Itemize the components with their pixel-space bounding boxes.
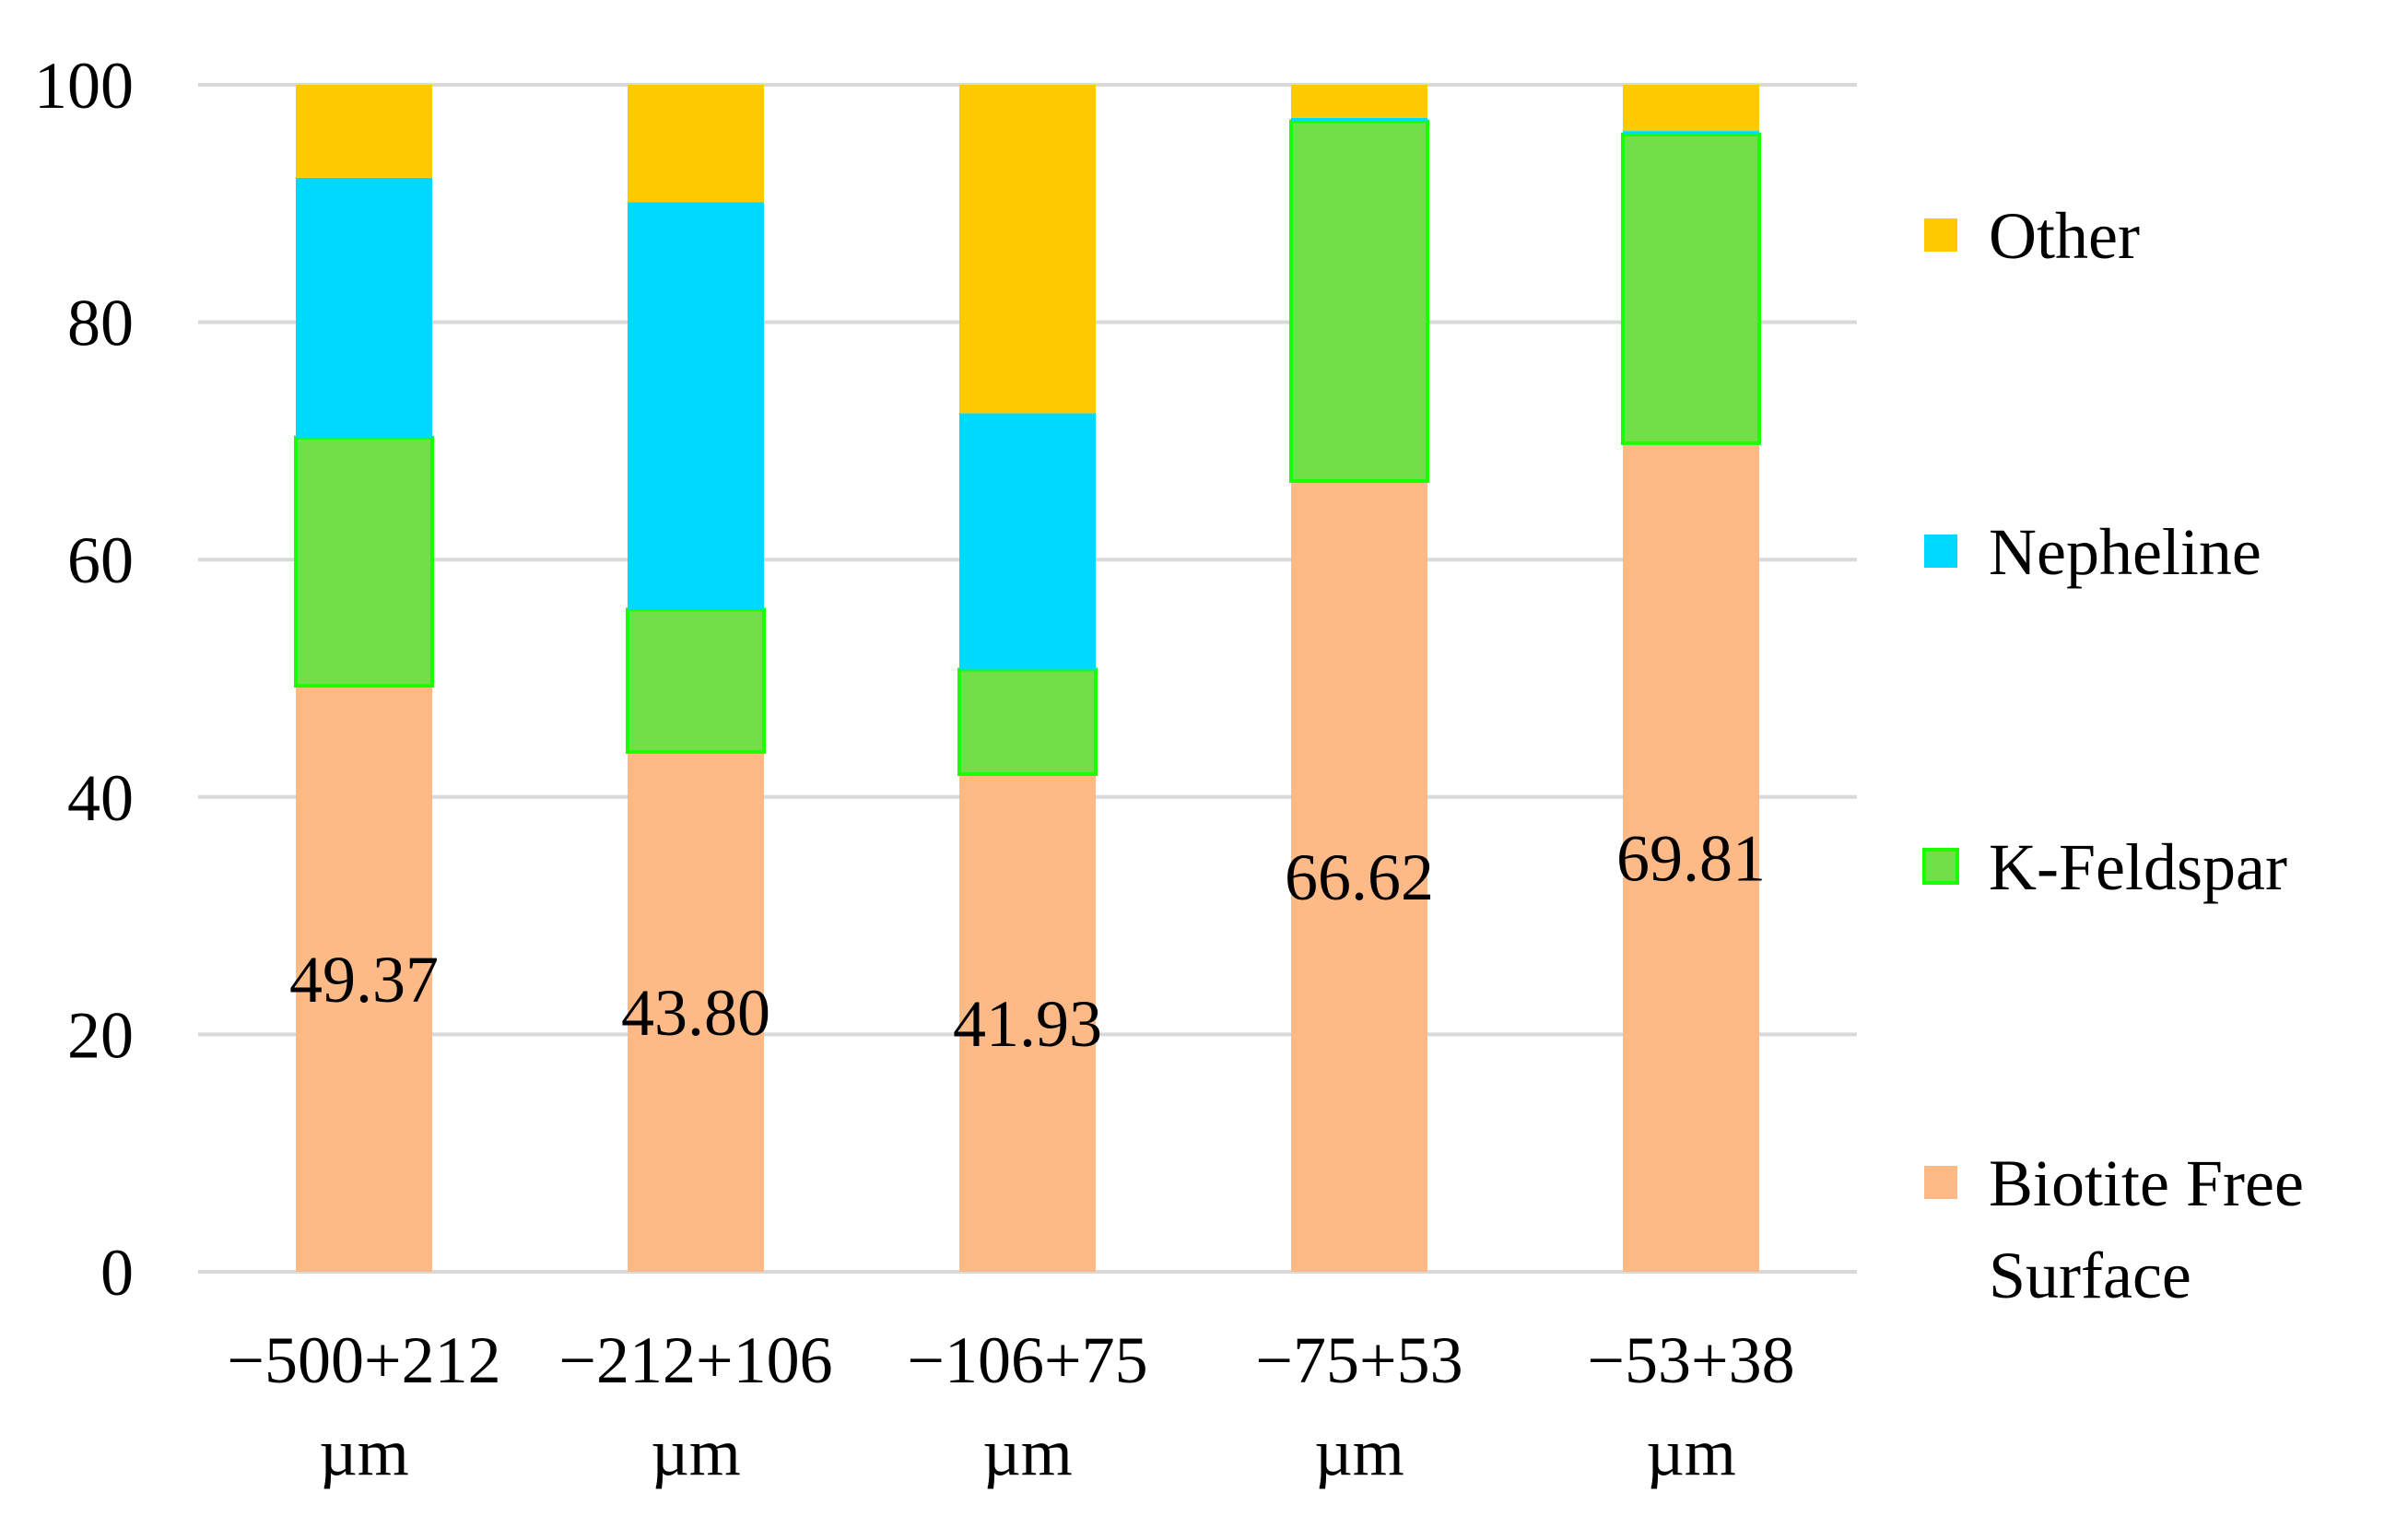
bar-segment-biotite-free-surface xyxy=(1623,442,1759,1273)
x-tick-label: −75+53 xyxy=(1255,1323,1462,1397)
y-tick-label: 60 xyxy=(67,523,134,597)
data-label: 69.81 xyxy=(1616,821,1766,895)
bar-segment-k-feldspar xyxy=(957,667,1098,776)
x-tick-label-unit: µm xyxy=(982,1416,1073,1489)
legend-swatch-nepheline xyxy=(1924,535,1957,568)
data-label: 66.62 xyxy=(1285,840,1434,914)
bar-segment-biotite-free-surface xyxy=(1291,480,1427,1272)
bar-segment-k-feldspar xyxy=(1289,119,1429,483)
bar-segment-biotite-free-surface xyxy=(959,773,1096,1272)
bar-segment-nepheline xyxy=(628,202,764,610)
y-tick-label: 80 xyxy=(67,287,134,360)
bar-segment-nepheline xyxy=(959,413,1096,670)
legend-label: Nepheline xyxy=(1989,515,2261,589)
y-tick-label: 40 xyxy=(67,761,134,835)
data-label: 41.93 xyxy=(953,987,1102,1061)
bar-segment-nepheline xyxy=(1291,117,1427,122)
bar-segment-k-feldspar xyxy=(1621,132,1761,445)
bar-segment-k-feldspar xyxy=(294,435,434,688)
x-tick-label: −500+212 xyxy=(227,1323,500,1397)
bar-segment-nepheline xyxy=(296,177,432,438)
x-tick-label-unit: µm xyxy=(1314,1416,1404,1489)
y-tick-label: 20 xyxy=(67,998,134,1072)
bar-segment-other xyxy=(1623,85,1759,132)
legend-swatch-k-feldspar xyxy=(1922,848,1959,885)
bar-segment-other xyxy=(959,85,1096,414)
y-axis-ticks: 0 20 40 60 80 100 xyxy=(34,49,134,1310)
x-tick-label: −106+75 xyxy=(907,1323,1147,1397)
bar-segment-biotite-free-surface xyxy=(296,686,432,1272)
x-tick-label-unit: µm xyxy=(1646,1416,1736,1489)
bar-segment-nepheline xyxy=(1623,131,1759,135)
legend-label: Biotite Free xyxy=(1989,1146,2304,1220)
bar-segment-other xyxy=(296,85,432,178)
legend: Other Nepheline K-Feldspar Biotite Free Surf… xyxy=(1922,199,2304,1312)
x-axis-labels: −500+212 µm −212+106 µm −106+75 µm −75+53 µm −53… xyxy=(227,1323,1794,1489)
legend-label: K-Feldspar xyxy=(1989,830,2287,904)
legend-swatch-biotite-free-surface xyxy=(1924,1166,1957,1199)
data-label: 43.80 xyxy=(621,976,770,1050)
x-tick-label-unit: µm xyxy=(319,1416,409,1489)
bars xyxy=(294,85,1761,1273)
bar-segment-biotite-free-surface xyxy=(628,751,764,1272)
bar-segment-other xyxy=(628,85,764,203)
data-labels: 49.37 43.80 41.93 66.62 69.81 xyxy=(289,821,1766,1061)
y-tick-label: 100 xyxy=(34,49,134,123)
legend-swatch-other xyxy=(1924,218,1957,252)
bar-segment-k-feldspar xyxy=(626,607,766,754)
legend-label: Other xyxy=(1989,199,2140,273)
legend-label: Surface xyxy=(1989,1239,2191,1312)
bar-segment-other xyxy=(1291,85,1427,118)
y-tick-label: 0 xyxy=(100,1236,134,1310)
data-label: 49.37 xyxy=(289,943,439,1017)
x-tick-label: −53+38 xyxy=(1587,1323,1794,1397)
x-tick-label: −212+106 xyxy=(558,1323,832,1397)
x-tick-label-unit: µm xyxy=(651,1416,741,1489)
